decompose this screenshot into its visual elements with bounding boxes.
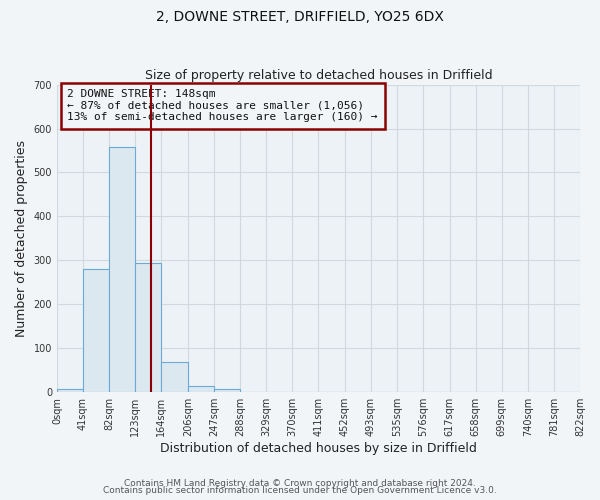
Text: Contains public sector information licensed under the Open Government Licence v3: Contains public sector information licen… xyxy=(103,486,497,495)
Text: Contains HM Land Registry data © Crown copyright and database right 2024.: Contains HM Land Registry data © Crown c… xyxy=(124,478,476,488)
Text: 2, DOWNE STREET, DRIFFIELD, YO25 6DX: 2, DOWNE STREET, DRIFFIELD, YO25 6DX xyxy=(156,10,444,24)
Text: 2 DOWNE STREET: 148sqm
← 87% of detached houses are smaller (1,056)
13% of semi-: 2 DOWNE STREET: 148sqm ← 87% of detached… xyxy=(67,89,378,122)
X-axis label: Distribution of detached houses by size in Driffield: Distribution of detached houses by size … xyxy=(160,442,477,455)
Bar xyxy=(135,264,161,392)
Y-axis label: Number of detached properties: Number of detached properties xyxy=(15,140,28,337)
Bar xyxy=(83,269,109,392)
Bar xyxy=(57,388,83,392)
Bar xyxy=(109,147,135,392)
Bar xyxy=(161,362,188,392)
Bar xyxy=(188,386,214,392)
Bar xyxy=(214,389,240,392)
Title: Size of property relative to detached houses in Driffield: Size of property relative to detached ho… xyxy=(145,69,492,82)
